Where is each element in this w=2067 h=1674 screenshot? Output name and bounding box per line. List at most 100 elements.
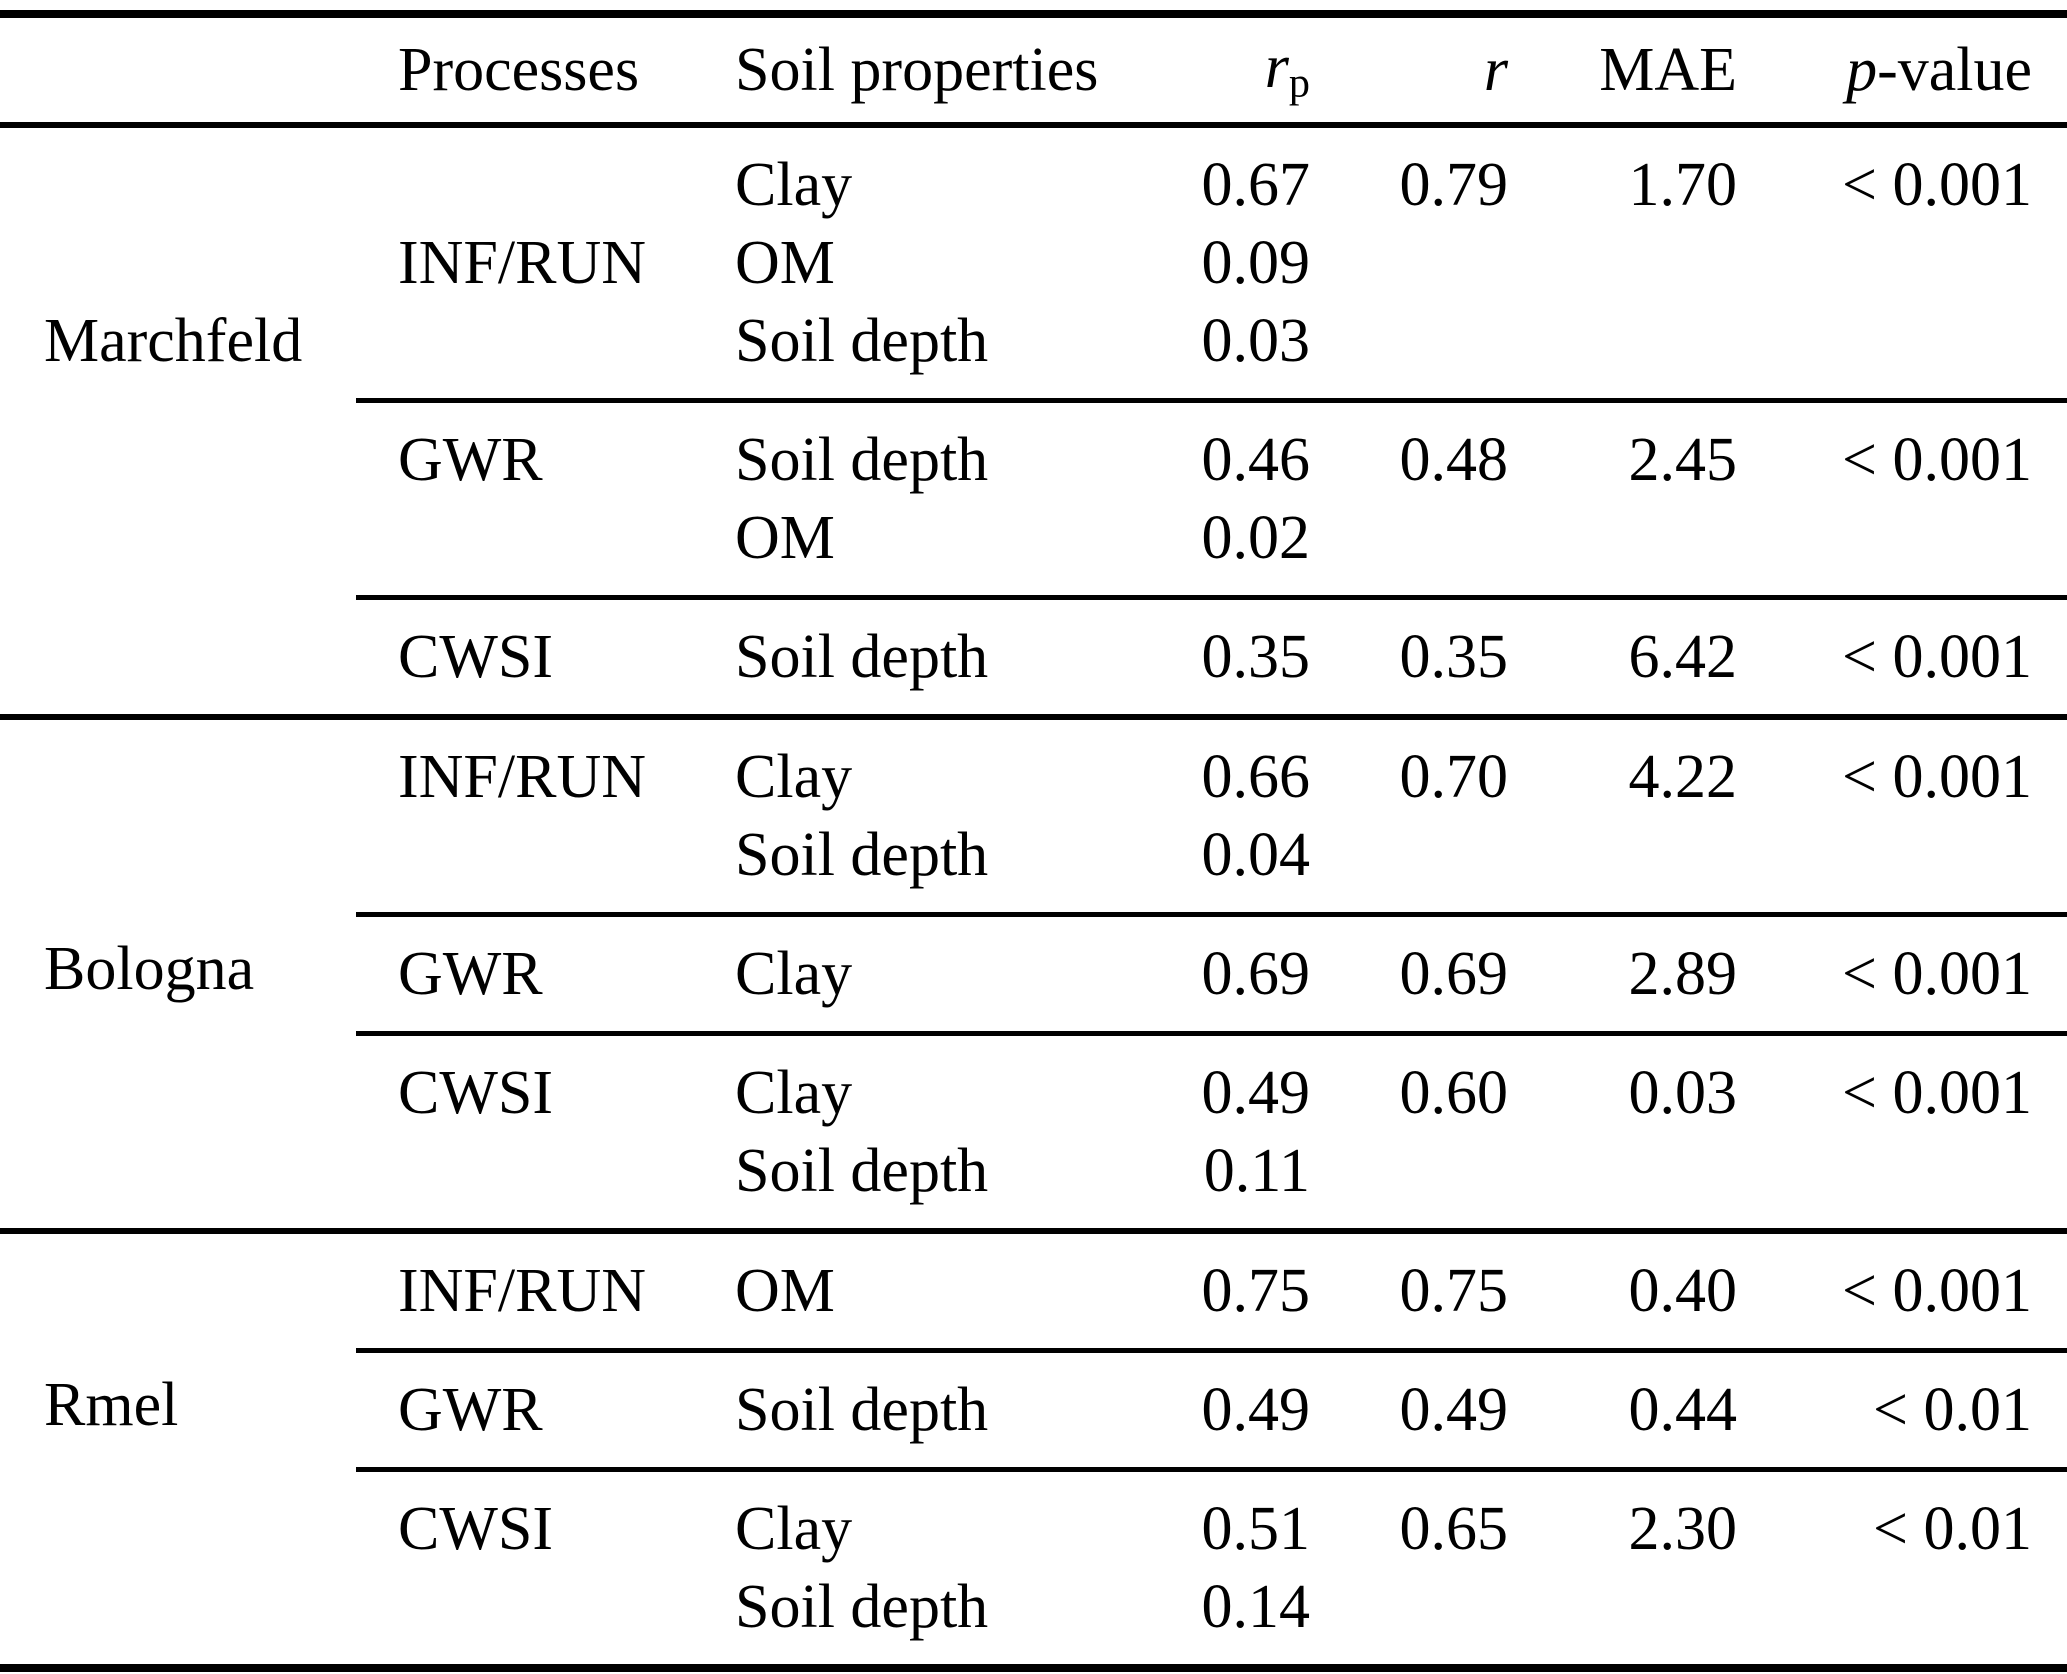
site-column: Bologna (0, 912, 356, 1031)
rp-value-cell: 0.11 (1203, 1137, 1310, 1205)
process-cell (356, 1568, 730, 1646)
process-cell (356, 499, 730, 577)
site-line (0, 416, 356, 494)
site-line (0, 1485, 356, 1563)
table-row: CWSI Clay 0.51 0.65 2.30 < 0.01 (356, 1490, 2067, 1568)
table-row: INF/RUN OM 0.09 (356, 224, 2067, 302)
table-body: Marchfeld Clay 0.67 0.79 1.70 < 0.001 INF/RUN O… (0, 128, 2067, 1664)
soil-property-cell: Soil depth (735, 426, 989, 494)
p-value-cell: < 0.001 (1842, 940, 2032, 1008)
process-cell: GWR (398, 426, 543, 494)
mae-value-cell (1508, 499, 1737, 577)
soil-property-cell: Clay (735, 1495, 853, 1563)
soil-property-cell: Clay (735, 1059, 853, 1127)
r-value-cell (1310, 224, 1508, 302)
site-column (0, 720, 356, 912)
process-cell: CWSI (398, 1495, 553, 1563)
r-value-cell (1310, 499, 1508, 577)
site-line (0, 146, 356, 224)
r-value-cell: 0.35 (1399, 623, 1509, 691)
site-column (0, 595, 356, 714)
r-value-cell: 0.75 (1399, 1257, 1509, 1325)
table-row: INF/RUN OM 0.75 0.75 0.40 < 0.001 (356, 1252, 2067, 1330)
site-column (0, 1467, 356, 1664)
table-row: GWR Soil depth 0.46 0.48 2.45 < 0.001 (356, 421, 2067, 499)
col-header-soil-properties: Soil properties (735, 35, 1099, 104)
process-cell: INF/RUN (398, 743, 647, 811)
table-row: Soil depth 0.11 (356, 1132, 2067, 1210)
p-value-cell (1737, 816, 2067, 894)
r-value-cell: 0.49 (1399, 1376, 1509, 1444)
p-value-cell: < 0.001 (1842, 426, 2032, 494)
site-line: Rmel (0, 1366, 356, 1444)
table-row: CWSI Clay 0.49 0.60 0.03 < 0.001 (356, 1054, 2067, 1132)
mae-value-cell: 0.44 (1628, 1376, 1738, 1444)
subsection-content: GWR Clay 0.69 0.69 2.89 < 0.001 (356, 912, 2067, 1031)
mae-value-cell (1508, 1132, 1737, 1210)
process-subsection: Bologna GWR Clay 0.69 0.69 2.89 < 0.001 (0, 912, 2067, 1031)
table-row: GWR Clay 0.69 0.69 2.89 < 0.001 (356, 935, 2067, 1013)
p-value-cell: < 0.01 (1873, 1376, 2032, 1444)
rp-value-cell: 0.49 (1201, 1376, 1311, 1444)
col-header-rp: rp (1155, 32, 1310, 107)
table-row: OM 0.02 (356, 499, 2067, 577)
site-line (0, 494, 356, 572)
process-subsection: INF/RUN OM 0.75 0.75 0.40 < 0.001 (0, 1234, 2067, 1348)
site-label: Rmel (44, 1371, 179, 1439)
soil-property-cell: Clay (735, 743, 853, 811)
p-symbol: p (1846, 35, 1878, 104)
rp-value-cell: 0.09 (1201, 229, 1311, 297)
mae-value-cell (1508, 302, 1737, 380)
rp-subscript: p (1288, 59, 1310, 107)
soil-property-cell: Soil depth (735, 623, 989, 691)
table-row: Soil depth 0.14 (356, 1568, 2067, 1646)
site-line (0, 1252, 356, 1330)
soil-property-cell: Soil depth (735, 821, 989, 889)
site-column: Rmel (0, 1348, 356, 1467)
p-value-cell (1737, 224, 2067, 302)
mae-value-cell: 2.89 (1628, 940, 1738, 1008)
r-value-cell (1310, 1132, 1508, 1210)
rp-value-cell: 0.04 (1201, 821, 1311, 889)
p-value-cell: < 0.01 (1873, 1495, 2032, 1563)
section-divider-rule (0, 1228, 2067, 1234)
mae-value-cell: 2.30 (1628, 1495, 1738, 1563)
process-subsection: INF/RUN Clay 0.66 0.70 4.22 < 0.001 Soil depth… (0, 720, 2067, 912)
process-cell: INF/RUN (398, 1257, 647, 1325)
mae-value-cell (1508, 816, 1737, 894)
site-line (0, 738, 356, 816)
rp-symbol: r (1264, 33, 1289, 102)
section-divider-rule (0, 714, 2067, 720)
mae-value-cell: 2.45 (1628, 426, 1738, 494)
table-row: INF/RUN Clay 0.66 0.70 4.22 < 0.001 (356, 738, 2067, 816)
subsection-content: CWSI Clay 0.51 0.65 2.30 < 0.01 Soil depth 0.14 (356, 1467, 2067, 1664)
rp-value-cell: 0.49 (1201, 1059, 1311, 1127)
process-subsection: Marchfeld Clay 0.67 0.79 1.70 < 0.001 INF/RUN O… (0, 128, 2067, 398)
soil-property-cell: OM (735, 504, 835, 572)
header-rule (0, 122, 2067, 128)
p-value-cell: < 0.001 (1842, 1257, 2032, 1325)
site-line (0, 613, 356, 691)
process-cell (356, 1132, 730, 1210)
r-value-cell (1310, 816, 1508, 894)
rp-value-cell: 0.02 (1201, 504, 1311, 572)
p-value-cell (1737, 302, 2067, 380)
table-row: Clay 0.67 0.79 1.70 < 0.001 (356, 146, 2067, 224)
r-symbol: r (1483, 35, 1508, 104)
rp-value-cell: 0.66 (1201, 743, 1311, 811)
rp-value-cell: 0.35 (1201, 623, 1311, 691)
p-value-cell (1737, 499, 2067, 577)
table-header-row: Processes Soil properties rp r MAE p-val… (0, 18, 2067, 122)
process-subsection: GWR Soil depth 0.46 0.48 2.45 < 0.001 OM 0.02 (0, 398, 2067, 595)
rp-value-cell: 0.46 (1201, 426, 1311, 494)
mae-value-cell: 1.70 (1628, 151, 1738, 219)
bottom-rule (0, 1664, 2067, 1672)
process-subsection: CWSI Clay 0.51 0.65 2.30 < 0.01 Soil depth 0.14 (0, 1467, 2067, 1664)
soil-property-cell: Soil depth (735, 1137, 989, 1205)
p-value-cell (1737, 1568, 2067, 1646)
mae-value-cell: 0.40 (1628, 1257, 1738, 1325)
site-line (0, 1127, 356, 1205)
site-section: INF/RUN Clay 0.66 0.70 4.22 < 0.001 Soil depth… (0, 720, 2067, 1228)
subsection-content: GWR Soil depth 0.46 0.48 2.45 < 0.001 OM 0.02 (356, 398, 2067, 595)
